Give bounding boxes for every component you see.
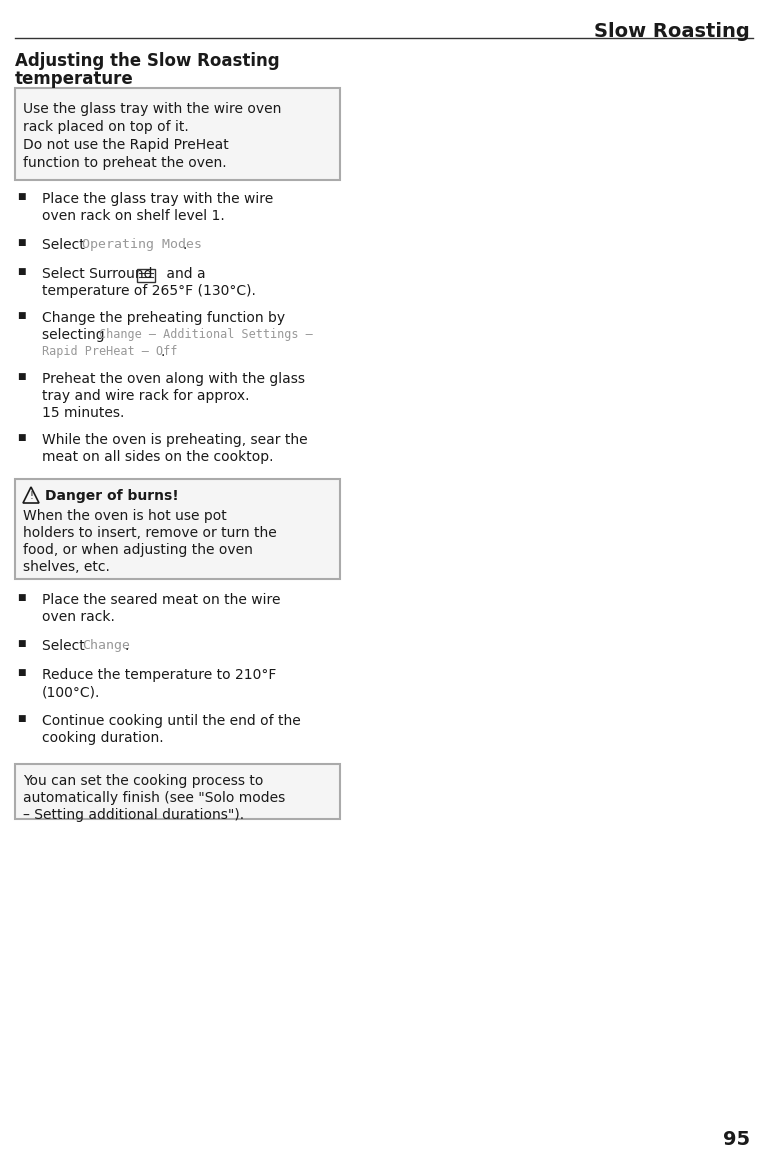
Text: ■: ■ — [17, 267, 25, 276]
Text: Preheat the oven along with the glass: Preheat the oven along with the glass — [42, 372, 305, 386]
Text: holders to insert, remove or turn the: holders to insert, remove or turn the — [23, 526, 276, 540]
Text: rack placed on top of it.: rack placed on top of it. — [23, 119, 189, 134]
Text: automatically finish (see "Solo modes: automatically finish (see "Solo modes — [23, 791, 285, 805]
FancyBboxPatch shape — [15, 88, 340, 180]
Text: Operating Modes: Operating Modes — [82, 238, 202, 250]
Text: Place the glass tray with the wire: Place the glass tray with the wire — [42, 192, 273, 206]
Text: Place the seared meat on the wire: Place the seared meat on the wire — [42, 593, 280, 607]
Text: temperature of 265°F (130°C).: temperature of 265°F (130°C). — [42, 284, 256, 298]
Text: Danger of burns!: Danger of burns! — [45, 489, 179, 503]
Text: function to preheat the oven.: function to preheat the oven. — [23, 156, 227, 170]
Text: ■: ■ — [17, 714, 25, 723]
Text: Use the glass tray with the wire oven: Use the glass tray with the wire oven — [23, 102, 281, 116]
Text: food, or when adjusting the oven: food, or when adjusting the oven — [23, 543, 253, 557]
Text: When the oven is hot use pot: When the oven is hot use pot — [23, 509, 227, 523]
Text: selecting: selecting — [42, 327, 109, 342]
Text: Change: Change — [82, 639, 130, 651]
Text: Select Surround: Select Surround — [42, 267, 153, 282]
Text: and a: and a — [162, 267, 206, 282]
Text: meat on all sides on the cooktop.: meat on all sides on the cooktop. — [42, 450, 273, 464]
Text: ■: ■ — [17, 372, 25, 381]
Text: !: ! — [29, 491, 33, 501]
Text: Select: Select — [42, 639, 89, 653]
Text: .: . — [182, 238, 187, 252]
Text: Reduce the temperature to 210°F: Reduce the temperature to 210°F — [42, 668, 276, 683]
Text: ■: ■ — [17, 639, 25, 648]
Text: ■: ■ — [17, 311, 25, 321]
Text: shelves, etc.: shelves, etc. — [23, 560, 110, 574]
Text: ■: ■ — [17, 238, 25, 247]
Text: 15 minutes.: 15 minutes. — [42, 406, 124, 421]
Text: Slow Roasting: Slow Roasting — [594, 22, 750, 41]
Text: (100°C).: (100°C). — [42, 685, 101, 699]
Text: Change the preheating function by: Change the preheating function by — [42, 311, 285, 325]
Text: Adjusting the Slow Roasting: Adjusting the Slow Roasting — [15, 52, 280, 70]
Text: tray and wire rack for approx.: tray and wire rack for approx. — [42, 390, 250, 403]
FancyBboxPatch shape — [15, 764, 340, 819]
Text: While the oven is preheating, sear the: While the oven is preheating, sear the — [42, 433, 308, 447]
Text: ■: ■ — [17, 192, 25, 201]
FancyBboxPatch shape — [15, 479, 340, 579]
Text: Rapid PreHeat – Off: Rapid PreHeat – Off — [42, 345, 177, 358]
Text: cooking duration.: cooking duration. — [42, 731, 164, 745]
Text: 95: 95 — [723, 1129, 750, 1149]
Text: ■: ■ — [17, 668, 25, 677]
Text: – Setting additional durations").: – Setting additional durations"). — [23, 808, 244, 822]
FancyBboxPatch shape — [137, 269, 155, 282]
Text: oven rack on shelf level 1.: oven rack on shelf level 1. — [42, 209, 225, 223]
Text: .: . — [160, 345, 164, 358]
Text: Do not use the Rapid PreHeat: Do not use the Rapid PreHeat — [23, 138, 229, 152]
Text: .: . — [124, 639, 128, 653]
Text: Select: Select — [42, 238, 89, 252]
Text: You can set the cooking process to: You can set the cooking process to — [23, 774, 263, 788]
Text: temperature: temperature — [15, 70, 134, 88]
Text: oven rack.: oven rack. — [42, 610, 115, 624]
Text: Change – Additional Settings –: Change – Additional Settings – — [99, 327, 313, 341]
Text: ■: ■ — [17, 433, 25, 442]
Text: Continue cooking until the end of the: Continue cooking until the end of the — [42, 714, 301, 728]
Text: ■: ■ — [17, 593, 25, 602]
